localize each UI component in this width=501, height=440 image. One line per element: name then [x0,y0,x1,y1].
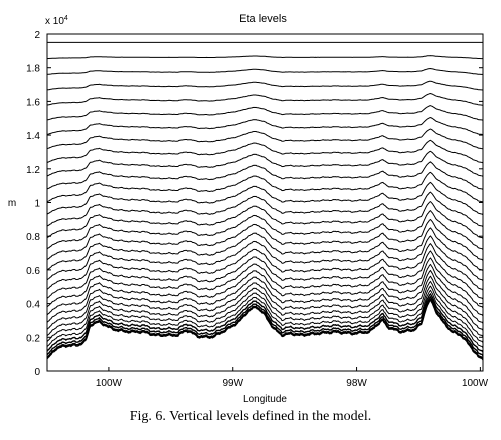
eta-level-line [46,55,483,60]
eta-level-line [46,200,484,239]
y-tick-label: 1.6 [26,97,40,108]
y-tick-label: 0.6 [26,266,40,277]
eta-level-line [46,218,484,261]
y-axis: 0 0.2 0.4 0.6 0.8 1 1.2 1.4 1.6 1.8 2 [26,30,483,378]
y-axis-label: m [8,198,16,209]
eta-level-line [46,250,484,300]
x-tick-label: 99W [222,378,243,389]
eta-level-line [46,116,484,136]
eta-level-line [46,161,484,191]
eta-level-line [46,191,484,228]
x-axis: 100W 99W 98W 100W [96,367,489,389]
chart-title: Eta levels [239,13,287,25]
y-tick-label: 0 [34,367,40,378]
eta-level-line [46,235,484,282]
eta-level-line [46,92,484,106]
x-tick-label: 98W [346,378,367,389]
eta-level-line [46,105,484,121]
eta-level-line [46,181,484,216]
y-tick-label: 1.2 [26,165,40,176]
y-tick-label: 0.8 [26,232,40,243]
eta-level-line [46,80,484,91]
eta-level-line [46,67,484,75]
eta-level-line [46,171,484,203]
eta-level-line [46,289,484,349]
y-tick-label: 2 [34,30,40,41]
eta-level-line [46,269,484,324]
eta-level-line [46,297,484,359]
y-tick-label: 1.8 [26,64,40,75]
y-multiplier-label: x 104 [45,15,68,27]
y-tick-label: 1.4 [26,131,40,142]
y-tick-label: 1 [34,199,40,210]
x-axis-label: Longitude [243,394,287,405]
eta-level-line [46,227,484,272]
x-tick-label: 100W [96,378,123,389]
y-tick-label: 0.4 [26,300,40,311]
eta-level-lines [46,41,484,361]
x-tick-label: 100W [462,378,489,389]
y-tick-label: 0.2 [26,333,40,344]
eta-level-line [46,275,484,331]
eta-level-line [46,292,484,353]
eta-level-line [46,280,484,338]
y-multiplier-exponent: 4 [64,15,68,22]
figure-caption: Fig. 6. Vertical levels defined in the m… [129,409,372,424]
eta-level-line [46,139,484,164]
y-multiplier-base: x 10 [45,16,64,27]
eta-level-line [46,295,484,357]
eta-level-line [46,210,484,251]
eta-level-line [46,257,484,309]
eta-level-line [46,128,484,150]
eta-level-line [46,242,484,291]
eta-level-line [46,263,484,317]
eta-level-line [46,150,484,177]
eta-level-line [46,285,484,343]
